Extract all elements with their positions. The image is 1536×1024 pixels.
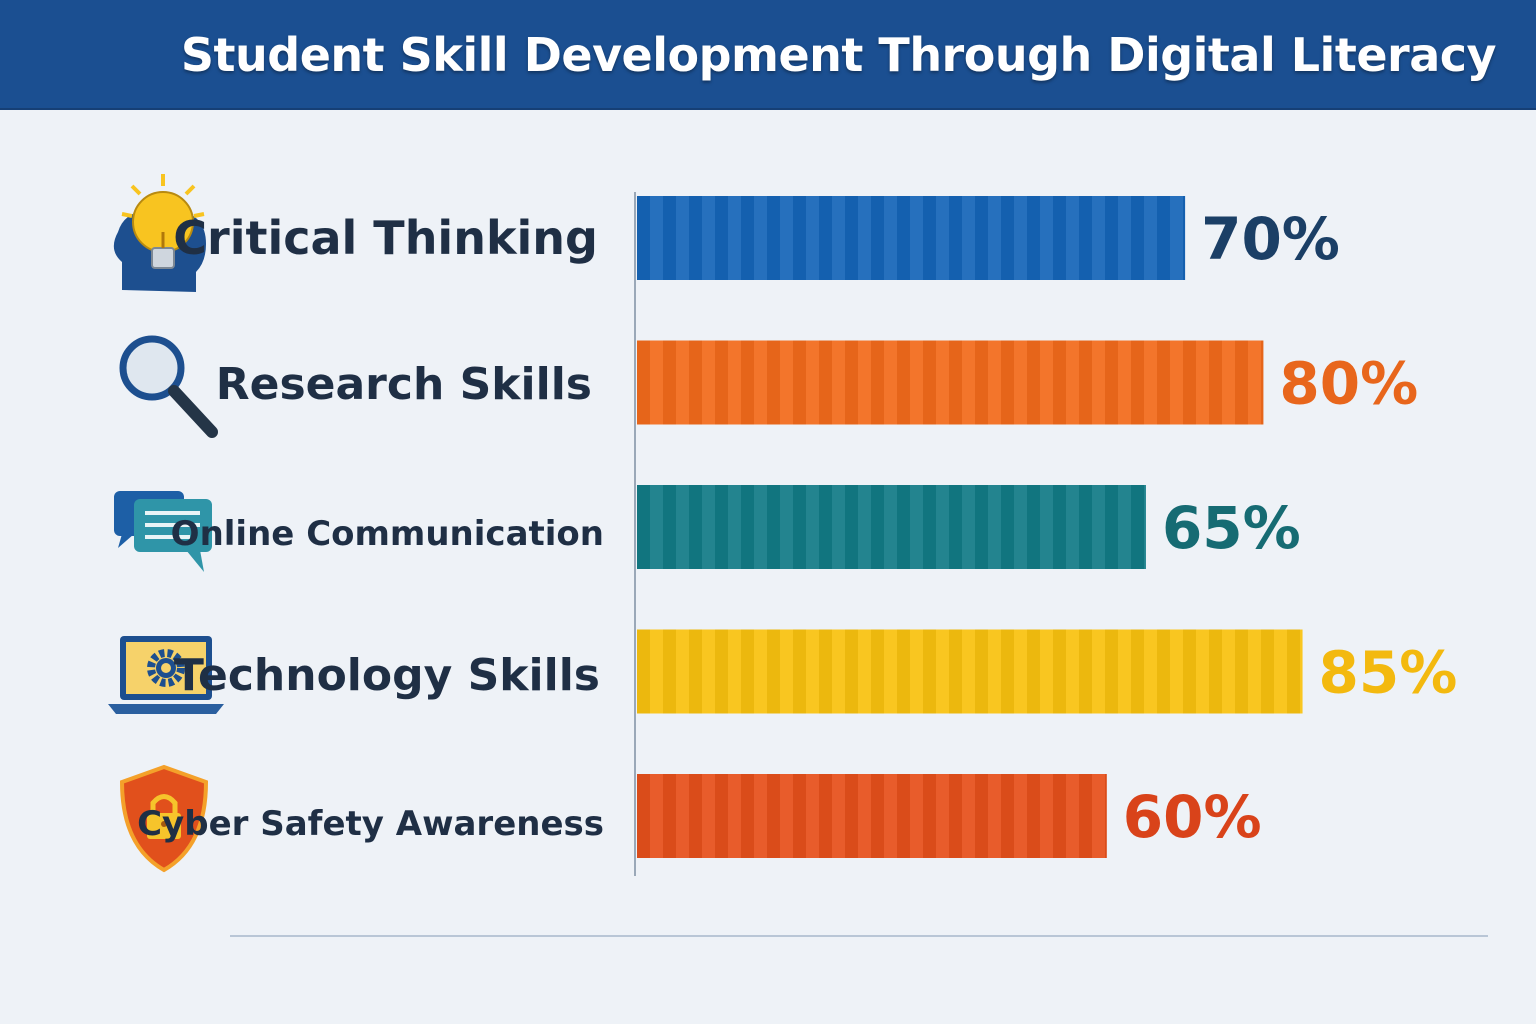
- value-label: 70%: [1201, 205, 1340, 273]
- title-banner: Student Skill Development Through Digita…: [0, 0, 1536, 110]
- bar-texture: [637, 196, 1186, 280]
- category-label: Research Skills: [216, 359, 592, 410]
- category-label: Technology Skills: [174, 650, 600, 701]
- bar-texture: [637, 774, 1107, 858]
- bar-texture: [637, 485, 1146, 569]
- value-label: 60%: [1123, 783, 1262, 851]
- chart-title: Student Skill Development Through Digita…: [180, 28, 1497, 82]
- bar-texture: [637, 340, 1264, 425]
- category-label: Online Communication: [171, 514, 604, 554]
- laptop-gear-icon: [108, 636, 224, 714]
- value-label: 85%: [1319, 639, 1458, 707]
- bars-group: [637, 196, 1303, 858]
- value-label: 65%: [1162, 494, 1301, 562]
- magnifying-glass-icon: [119, 335, 218, 438]
- shield-lock-icon: [119, 764, 209, 873]
- chat-bubbles-icon: [114, 491, 212, 572]
- head-lightbulb-icon: [113, 174, 206, 292]
- bar-texture: [637, 629, 1303, 714]
- category-label: Cyber Safety Awareness: [137, 804, 604, 844]
- category-label: Critical Thinking: [173, 211, 598, 265]
- value-label: 80%: [1279, 350, 1418, 418]
